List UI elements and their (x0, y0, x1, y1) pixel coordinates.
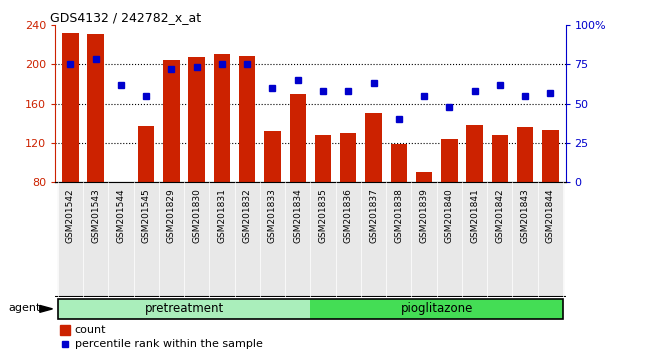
Bar (335, 182, 361, 297)
Text: GSM201843: GSM201843 (521, 188, 530, 243)
Bar (133, 182, 159, 297)
Bar (184, 182, 209, 297)
Text: GSM201829: GSM201829 (167, 188, 176, 243)
Bar (60, 325, 70, 335)
Text: GSM201841: GSM201841 (470, 188, 479, 243)
Text: GSM201830: GSM201830 (192, 188, 202, 243)
Bar (265, 131, 281, 182)
Bar (538, 182, 563, 297)
FancyBboxPatch shape (58, 298, 311, 319)
Bar (209, 182, 235, 297)
Bar (159, 182, 184, 297)
Text: GSM201839: GSM201839 (419, 188, 428, 243)
Bar (289, 94, 306, 182)
Bar (386, 182, 411, 297)
Text: GSM201833: GSM201833 (268, 188, 277, 243)
Bar (491, 135, 508, 182)
Text: GSM201838: GSM201838 (395, 188, 403, 243)
Bar (517, 127, 533, 182)
Bar (109, 182, 133, 297)
FancyBboxPatch shape (311, 298, 563, 319)
Bar (391, 144, 407, 182)
Polygon shape (40, 306, 53, 312)
Bar (311, 182, 335, 297)
Text: GSM201842: GSM201842 (495, 188, 504, 243)
Bar (488, 182, 512, 297)
Text: percentile rank within the sample: percentile rank within the sample (75, 339, 263, 349)
Bar (542, 130, 558, 182)
Text: GSM201545: GSM201545 (142, 188, 151, 243)
Text: GSM201832: GSM201832 (242, 188, 252, 243)
Text: pioglitazone: pioglitazone (400, 302, 473, 315)
Bar (214, 54, 230, 182)
Bar (88, 34, 104, 182)
Bar (365, 113, 382, 182)
Bar (235, 182, 260, 297)
Text: GSM201831: GSM201831 (218, 188, 226, 243)
Bar (83, 182, 109, 297)
Text: GSM201836: GSM201836 (344, 188, 353, 243)
Bar (462, 182, 488, 297)
Bar (437, 182, 462, 297)
Bar (512, 182, 538, 297)
Text: pretreatment: pretreatment (144, 302, 224, 315)
Bar (260, 182, 285, 297)
Text: GSM201844: GSM201844 (546, 188, 555, 243)
Text: count: count (75, 325, 106, 335)
Bar (441, 139, 458, 182)
Text: agent: agent (8, 303, 41, 313)
Bar (138, 126, 155, 182)
Text: GSM201542: GSM201542 (66, 188, 75, 243)
Text: GSM201840: GSM201840 (445, 188, 454, 243)
Bar (62, 33, 79, 182)
Text: GSM201837: GSM201837 (369, 188, 378, 243)
Bar (285, 182, 311, 297)
Bar (361, 182, 386, 297)
Text: GSM201543: GSM201543 (91, 188, 100, 243)
Bar (188, 57, 205, 182)
Text: GSM201834: GSM201834 (293, 188, 302, 243)
Bar (466, 125, 483, 182)
Bar (416, 172, 432, 182)
Text: GDS4132 / 242782_x_at: GDS4132 / 242782_x_at (50, 11, 202, 24)
Bar (58, 182, 83, 297)
Bar (315, 135, 332, 182)
Text: GSM201835: GSM201835 (318, 188, 328, 243)
Bar (340, 133, 356, 182)
Bar (239, 56, 255, 182)
Text: GSM201544: GSM201544 (116, 188, 125, 243)
Bar (411, 182, 437, 297)
Bar (163, 60, 179, 182)
